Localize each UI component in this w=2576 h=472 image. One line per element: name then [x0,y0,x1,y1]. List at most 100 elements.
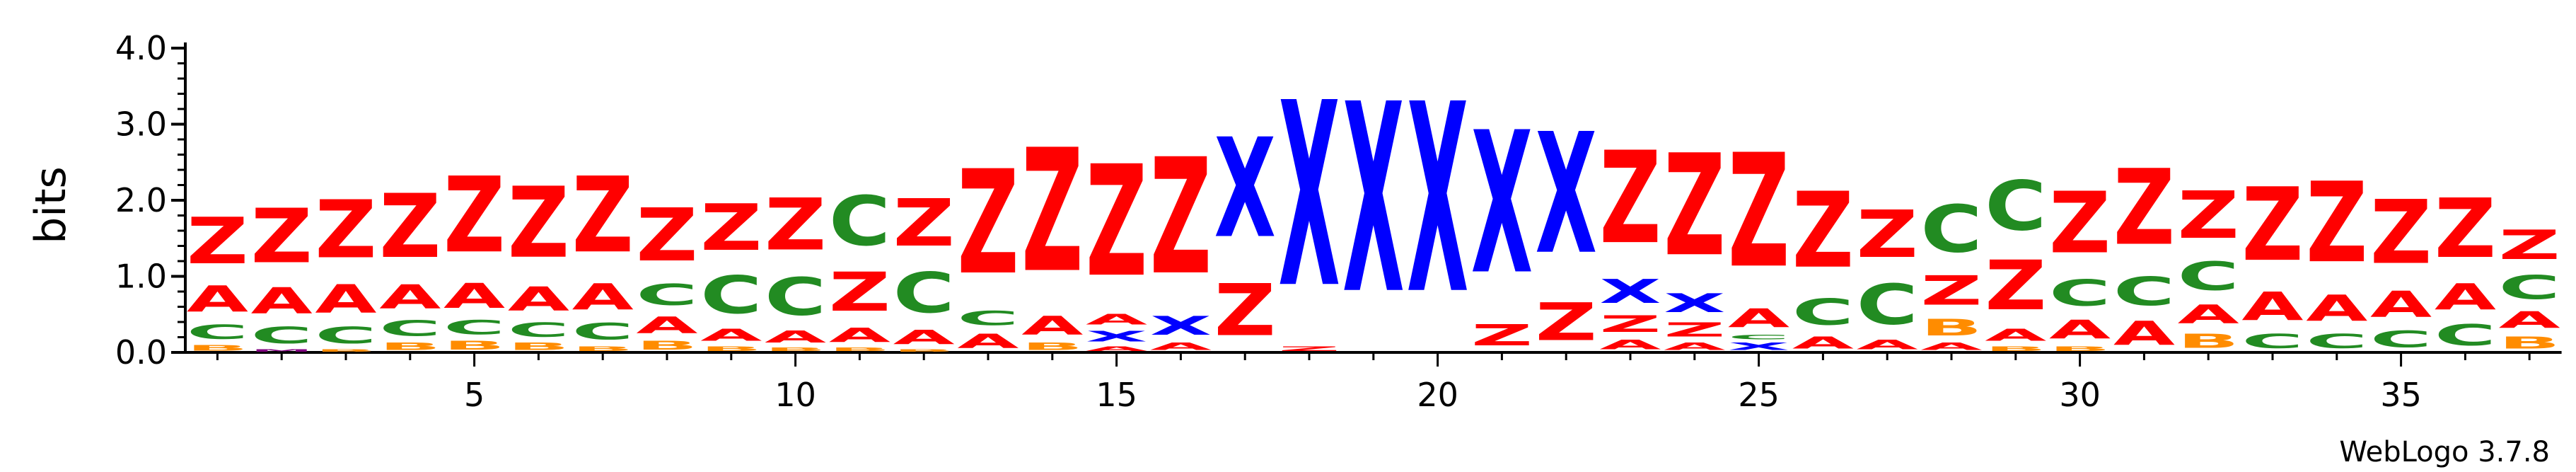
logo-letter-A: A [829,324,891,347]
logo-letter-A: A [1086,345,1147,352]
logo-letter-B: B [829,347,890,353]
logo-letter-Z: Z [2306,159,2367,288]
y-tick-label: 4.0 [115,29,167,67]
weblogo-credit: WebLogo 3.7.8 [2339,436,2550,468]
logo-letter-Z: Z [1150,125,1212,311]
logo-column-21: ZX [1471,90,1533,352]
logo-column-36: CAZ [2435,181,2497,352]
logo-letter-B: B [2499,333,2560,352]
logo-letter-A: A [700,326,762,345]
logo-letter-Z: Z [1214,270,1276,352]
logo-letter-C: C [315,322,376,349]
logo-column-26: ACZ [1792,170,1854,352]
x-tick-label: 25 [1738,376,1780,414]
logo-letter-B: B [765,347,826,353]
logo-letter-Z: Z [1471,318,1533,352]
logo-column-13: ACZ [957,141,1019,352]
logo-letter-Z: Z [251,192,313,280]
logo-column-18: ZX [1278,48,1340,352]
logo-letter-C: C [187,321,248,343]
logo-letter-C: C [2241,330,2303,352]
x-tick-label: 10 [774,376,816,414]
logo-letter-Z: Z [2113,147,2175,269]
logo-letter-Z: Z [765,183,826,266]
logo-letter-C: C [251,322,313,349]
logo-letter-C: C [700,265,762,326]
logo-letter-Z: Z [1920,267,1982,314]
logo-letter-C: C [1985,166,2046,246]
logo-letter-C: C [2049,272,2111,314]
logo-letter-B: B [508,341,569,352]
logo-column-14: BAZ [1021,113,1083,352]
logo-letter-C: C [765,267,826,328]
logo-letter-Z: Z [1021,113,1083,310]
logo-letter-A: A [957,330,1019,352]
logo-letter-Z: Z [1728,120,1789,302]
x-tick-label: 30 [2059,376,2101,414]
logo-letter-X: X [1278,48,1340,344]
logo-letter-M: M [251,349,313,352]
logo-letter-X: X [1471,90,1533,318]
logo-letter-Z: Z [2178,178,2239,253]
logo-letter-X: X [1664,288,1725,318]
y-axis-label: bits [26,166,76,244]
logo-letter-C: C [957,307,1019,330]
logo-letter-X: X [1214,110,1276,269]
logo-letter-C: C [572,318,634,345]
logo-letter-Z: Z [2435,181,2496,276]
logo-letter-C: C [1857,272,1918,337]
logo-letter-Z: Z [893,186,955,261]
logo-letter-X: X [1407,50,1468,352]
logo-letter-Z: Z [1599,311,1661,338]
logo-letter-B: B [1920,314,1982,341]
y-tick-label: 2.0 [115,181,167,219]
logo-column-17: ZX [1214,110,1276,352]
logo-letter-Z: Z [1664,318,1725,341]
logo-letter-Z: Z [636,193,697,278]
logo-letter-A: A [1920,341,1982,352]
logo-letter-Z: Z [379,175,441,277]
logo-letter-A: A [379,278,441,316]
logo-letter-Z: Z [829,261,890,323]
logo-letter-A: A [2435,277,2497,318]
logo-letter-A: A [187,279,249,321]
logo-letter-A: A [1985,326,2046,345]
logo-letter-B: B [1021,341,1083,352]
logo-letter-C: C [379,316,441,341]
logo-letter-C: C [2113,269,2175,314]
logo-letter-A: A [2049,314,2111,345]
logo-letter-Z: Z [1086,134,1147,311]
logo-letter-Z: Z [1792,170,1854,292]
logo-column-33: CAZ [2241,167,2304,352]
logo-letter-A: A [572,277,634,318]
logo-letter-A: A [2499,307,2560,334]
logo-letter-X: X [1086,328,1147,345]
logo-letter-A: A [2370,284,2432,326]
x-tick-label: 5 [464,376,485,414]
logo-letter-B: B [315,349,376,352]
logo-letter-A: A [1599,338,1661,352]
logo-column-20: X [1407,50,1468,352]
x-tick-label: 20 [1417,376,1458,414]
logo-column-22: ZX [1536,98,1597,352]
logo-letter-Z: Z [1664,125,1725,288]
logo-letter-Z: Z [957,141,1019,307]
y-tick-label: 1.0 [115,258,167,296]
logo-letter-X: X [1536,98,1597,292]
logo-letter-Z: Z [508,167,569,280]
logo-letter-C: C [2178,253,2239,299]
